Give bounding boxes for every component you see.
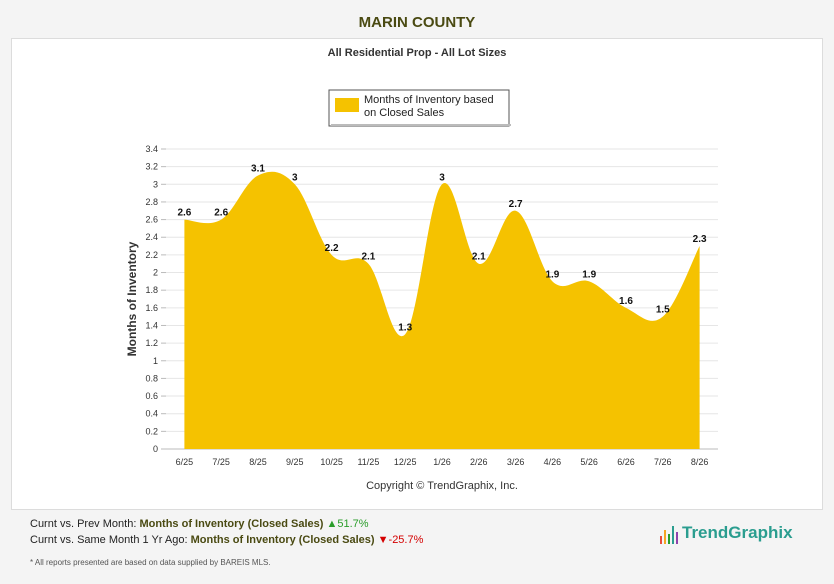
x-tick-label: 10/25	[320, 457, 343, 467]
y-tick-label: 1.6	[145, 303, 158, 313]
x-tick-label: 8/26	[691, 457, 709, 467]
data-label: 2.3	[693, 234, 707, 245]
x-tick-label: 12/25	[394, 457, 417, 467]
data-label: 1.3	[398, 322, 412, 333]
down-arrow-icon: ▼	[377, 534, 389, 546]
up-arrow-icon: ▲	[326, 518, 338, 530]
x-tick-label: 7/25	[212, 457, 230, 467]
footer-prev-month-metric: Months of Inventory (Closed Sales)	[139, 518, 324, 530]
x-tick-label: 3/26	[507, 457, 525, 467]
data-label: 1.6	[619, 296, 633, 307]
y-tick-label: 2	[153, 268, 158, 278]
data-label: 3.1	[251, 163, 265, 174]
footer-prev-month-prefix: Curnt vs. Prev Month:	[30, 518, 137, 530]
x-tick-label: 6/25	[176, 457, 194, 467]
x-tick-label: 9/25	[286, 457, 304, 467]
y-tick-label: 0.6	[145, 391, 158, 401]
x-tick-label: 7/26	[654, 457, 672, 467]
y-tick-label: 3.2	[145, 162, 158, 172]
y-tick-label: 2.4	[145, 232, 158, 242]
data-label: 1.9	[545, 269, 559, 280]
data-label: 3	[292, 172, 298, 183]
y-tick-label: 2.6	[145, 215, 158, 225]
copyright-text: Copyright © TrendGraphix, Inc.	[366, 480, 518, 492]
y-tick-label: 0.8	[145, 373, 158, 383]
legend-label-line1: Months of Inventory based	[364, 94, 494, 106]
data-label: 2.6	[214, 208, 228, 219]
footer-prev-month-change: 51.7%	[337, 518, 369, 530]
x-tick-label: 8/25	[249, 457, 267, 467]
data-label: 2.2	[325, 243, 339, 254]
disclaimer: * All reports presented are based on dat…	[30, 558, 271, 567]
footer-prev-month: Curnt vs. Prev Month: Months of Inventor…	[30, 518, 369, 530]
x-tick-label: 5/26	[580, 457, 598, 467]
logo-text: TrendGraphix	[682, 523, 793, 542]
footer-year-ago-prefix: Curnt vs. Same Month 1 Yr Ago:	[30, 534, 188, 546]
data-label: 1.5	[656, 305, 670, 316]
footer-year-ago-change: -25.7%	[388, 534, 424, 546]
y-tick-label: 3.4	[145, 144, 158, 154]
x-tick-label: 4/26	[544, 457, 562, 467]
y-tick-label: 3	[153, 179, 158, 189]
x-tick-label: 6/26	[617, 457, 635, 467]
x-tick-label: 1/26	[433, 457, 451, 467]
trendgraphix-logo[interactable]: TrendGraphix	[660, 518, 793, 544]
data-label: 3	[439, 172, 445, 183]
y-tick-label: 0	[153, 444, 158, 454]
x-tick-label: 2/26	[470, 457, 488, 467]
x-tick-label: 11/25	[357, 457, 379, 467]
data-label: 2.1	[361, 252, 375, 263]
y-tick-label: 1.2	[145, 338, 158, 348]
data-label: 2.7	[509, 199, 523, 210]
legend-swatch	[335, 98, 359, 112]
y-tick-label: 2.2	[145, 250, 158, 260]
legend-shadow	[331, 124, 511, 126]
y-tick-label: 1	[153, 356, 158, 366]
y-tick-label: 0.4	[145, 409, 158, 419]
data-label: 2.6	[177, 208, 191, 219]
series-area	[184, 171, 700, 450]
chart-subtitle: All Residential Prop - All Lot Sizes	[328, 47, 507, 59]
y-tick-label: 2.8	[145, 197, 158, 207]
y-tick-label: 1.8	[145, 285, 158, 295]
y-tick-label: 0.2	[145, 426, 158, 436]
y-tick-label: 1.4	[145, 320, 158, 330]
legend-label-line2: on Closed Sales	[364, 107, 445, 119]
bar-chart-logo-icon	[660, 522, 678, 544]
footer-year-ago: Curnt vs. Same Month 1 Yr Ago: Months of…	[30, 534, 423, 546]
data-label: 2.1	[472, 252, 486, 263]
data-label: 1.9	[582, 269, 596, 280]
chart-panel: All Residential Prop - All Lot Sizes Mont…	[11, 38, 823, 510]
page-title: MARIN COUNTY	[358, 14, 476, 31]
area-chart: All Residential Prop - All Lot Sizes Mont…	[125, 47, 718, 492]
y-axis-label: Months of Inventory	[125, 241, 139, 356]
footer-year-ago-metric: Months of Inventory (Closed Sales)	[190, 534, 375, 546]
